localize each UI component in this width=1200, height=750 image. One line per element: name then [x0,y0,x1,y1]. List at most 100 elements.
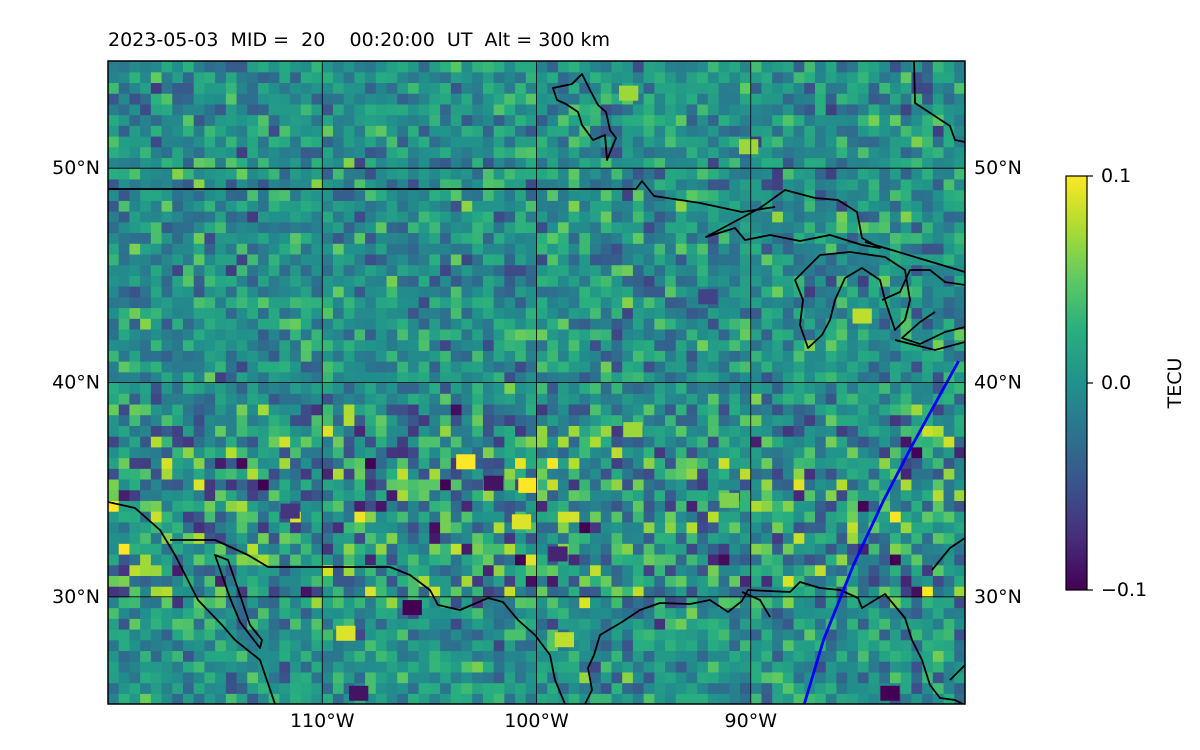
heatmap-cell [311,232,323,244]
heatmap-cell [847,403,859,416]
heatmap-cell [579,350,591,362]
heatmap-cell [515,607,527,619]
heatmap-cell [943,511,955,523]
heatmap-cell [557,371,570,384]
heatmap-cell [343,168,355,180]
heatmap-cell [740,125,752,137]
heatmap-cell [836,628,848,641]
heatmap-cell [108,500,120,512]
heatmap-cell [879,82,891,94]
heatmap-cell [943,232,955,244]
heatmap-cell [472,478,484,491]
heatmap-cell [911,82,923,94]
heatmap-cell [343,211,355,223]
heatmap-cell [215,350,227,362]
heatmap-cell [782,361,795,373]
heatmap-cell [504,607,516,619]
heatmap-cell [215,628,227,641]
heatmap-cell [332,221,345,234]
heatmap-cell [375,243,388,255]
heatmap-cell [825,661,838,673]
heatmap-cell [665,393,677,405]
heatmap-cell [525,639,538,652]
heatmap-cell [172,157,184,169]
heatmap-cell [204,275,216,287]
heatmap-cell [579,511,591,523]
heatmap-cell [418,200,430,212]
heatmap-cell [750,457,763,469]
heatmap-cell [643,650,655,662]
heatmap-cell [129,125,141,137]
heatmap-cell [836,532,848,544]
heatmap-cell [482,350,495,362]
heatmap-cell [257,168,270,180]
heatmap-cell [504,168,516,180]
heatmap-cell [140,93,152,105]
heatmap-cell [365,61,377,73]
heatmap-cell [847,136,859,148]
heatmap-cell [225,543,238,555]
heatmap-cell [557,382,570,394]
heatmap-cell [879,511,891,523]
heatmap-cell [740,286,752,298]
heatmap-cell [729,146,741,159]
heatmap-cell [279,168,291,180]
heatmap-cell [900,253,913,266]
heatmap-cell [793,296,805,309]
heatmap-cell [440,328,452,341]
heatmap-cell [911,71,923,84]
heatmap-cell [515,446,527,459]
heatmap-cell [386,478,398,491]
heatmap-cell [354,318,366,330]
heatmap-cell [954,382,965,394]
heatmap-cell [407,189,420,201]
heatmap-cell [665,189,677,201]
heatmap-cell [461,661,473,673]
heatmap-cell [590,382,602,394]
heatmap-cell [686,178,698,191]
heatmap-cell [397,371,409,384]
heatmap-cell [515,286,527,298]
heatmap-cell [440,93,452,105]
heatmap-cell [954,639,965,652]
heatmap-cell [707,350,720,362]
heatmap-cell [161,478,173,491]
heatmap-cell [257,575,270,587]
heatmap-cell [140,125,152,137]
heatmap-cell [108,71,120,84]
heatmap-cell [847,586,859,598]
heatmap-cell [386,61,398,73]
heatmap-cell [643,178,655,191]
heatmap-cell [525,318,538,330]
heatmap-cell [600,371,613,384]
heatmap-cell [600,114,613,126]
heatmap-cell [590,221,602,234]
heatmap-cell [847,350,859,362]
heatmap-cell [632,275,645,287]
heatmap-cell [707,146,720,159]
heatmap-cell [547,318,559,330]
heatmap-cell [547,71,559,84]
heatmap-cell [300,275,313,287]
heatmap-cell [225,661,238,673]
heatmap-cell [729,468,741,480]
heatmap-cell [172,318,184,330]
heatmap-cell [118,639,131,652]
heatmap-cell [568,489,580,501]
heatmap-cell [782,436,795,448]
heatmap-cell [782,618,795,630]
heatmap-cell [847,168,859,180]
heatmap-cell [600,328,613,341]
lake-michigan [794,251,911,349]
heatmap-cell [354,521,366,534]
heatmap-cell [397,361,409,373]
heatmap-cell [825,125,838,137]
heatmap-cell [665,93,677,105]
heatmap-cell [461,532,473,544]
heatmap-cell [675,532,688,544]
heatmap-cell [129,93,141,105]
heatmap-cell [300,232,313,244]
heatmap-cell [150,82,163,94]
heatmap-cell [332,607,345,619]
heatmap-cell [611,382,623,394]
